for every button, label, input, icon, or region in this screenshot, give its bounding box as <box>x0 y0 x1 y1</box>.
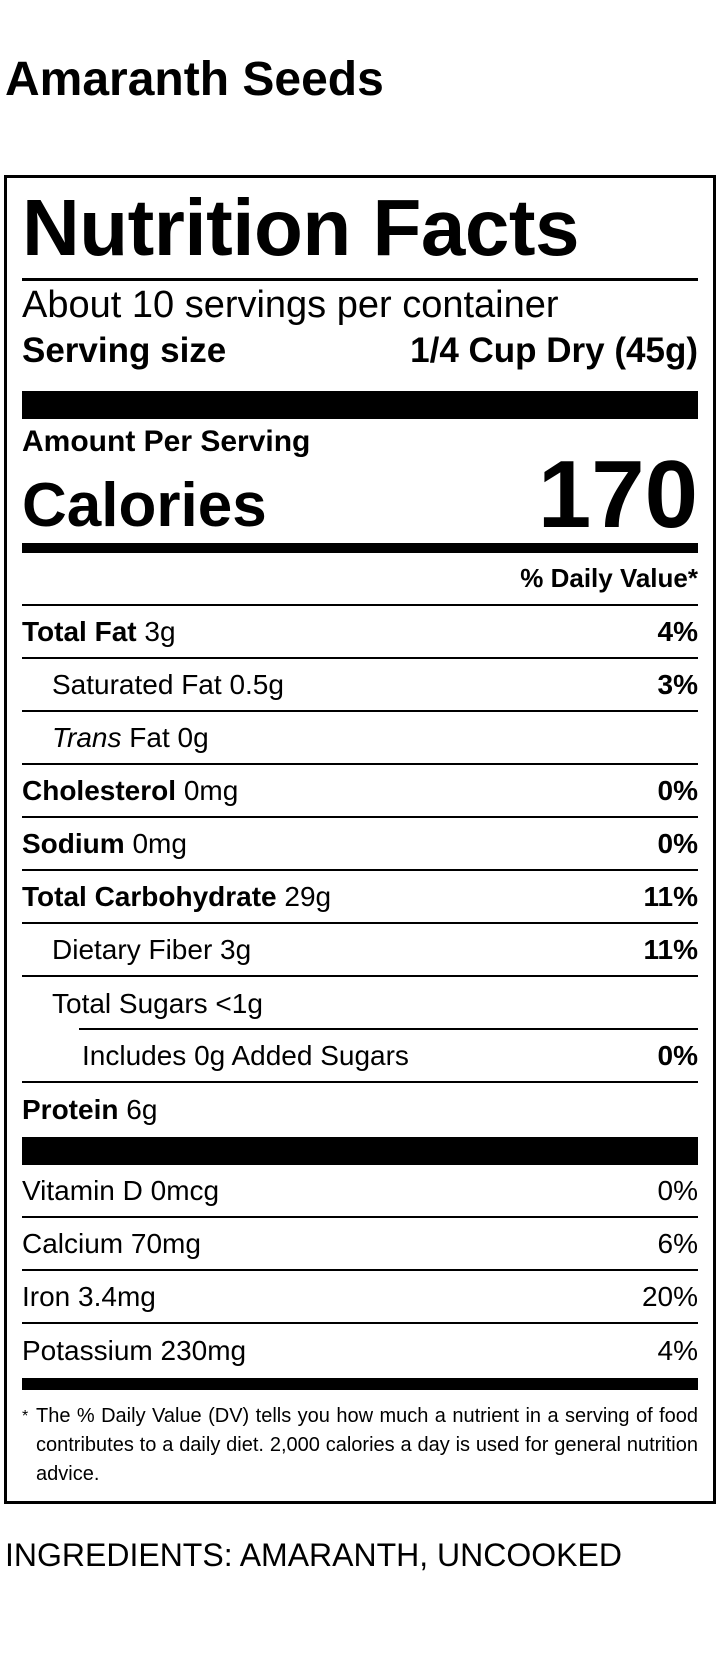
amount-per-serving: Amount Per Serving <box>22 425 311 458</box>
nutrient-amount: 3g <box>220 933 252 965</box>
nutrient-name: Dietary Fiber <box>52 933 213 965</box>
calories-row: Calories 170 <box>22 447 698 543</box>
nutrient-name: Protein <box>22 1094 119 1125</box>
nutrition-facts-heading: Nutrition Facts <box>22 178 698 281</box>
vitamin-row: Potassium 230mg 4% <box>22 1324 698 1378</box>
serving-size-value: 1/4 Cup Dry (45g) <box>410 331 698 370</box>
nutrient-amount: 0mg <box>132 827 187 859</box>
nutrient-amount: 0g <box>177 721 209 753</box>
vitamin-text: Vitamin D 0mcg <box>22 1174 220 1206</box>
nutrient-dv: 0% <box>657 1039 698 1071</box>
footnote-marker: * <box>22 1408 29 1425</box>
nutrient-row-total-fat: Total Fat 3g 4% <box>22 606 698 659</box>
vitamin-text: Iron 3.4mg <box>22 1280 156 1312</box>
nutrient-name-italic: Trans <box>52 721 122 753</box>
medium-divider <box>22 543 698 553</box>
vitamin-row: Iron 3.4mg 20% <box>22 1271 698 1324</box>
nutrient-dv: 4% <box>657 615 698 647</box>
nutrient-row-cholesterol: Cholesterol 0mg 0% <box>22 765 698 818</box>
vitamin-dv: 20% <box>641 1280 698 1312</box>
nutrient-name: Fat <box>129 721 170 753</box>
nutrient-dv: 0% <box>657 774 698 806</box>
nutrient-amount: <1g <box>215 987 263 1019</box>
vitamin-row: Calcium 70mg 6% <box>22 1218 698 1271</box>
nutrient-dv: 11% <box>643 933 699 965</box>
nutrient-amount: 3g <box>144 615 176 647</box>
nutrient-name: Saturated Fat <box>52 668 222 700</box>
nutrient-dv: 3% <box>657 668 698 700</box>
nutrient-name: Total Fat <box>22 615 137 647</box>
nutrient-amount: 0mg <box>183 774 239 806</box>
footnote-text: The % Daily Value (DV) tells you how muc… <box>36 1405 698 1485</box>
nutrient-row-saturated-fat: Saturated Fat 0.5g 3% <box>22 659 698 712</box>
nutrient-dv: 11% <box>643 880 699 912</box>
serving-size-label: Serving size <box>22 331 227 370</box>
nutrient-name: Cholesterol <box>22 774 177 806</box>
nutrient-name: Sodium <box>22 827 125 859</box>
nutrient-row-protein: Protein 6g <box>22 1083 698 1137</box>
thick-divider <box>22 391 698 419</box>
vitamin-dv: 0% <box>657 1174 698 1206</box>
daily-value-header: % Daily Value* <box>22 553 698 606</box>
vitamin-dv: 4% <box>657 1335 698 1366</box>
servings-per-container: About 10 servings per container <box>22 284 559 326</box>
nutrient-amount: 6g <box>126 1094 158 1125</box>
nutrient-row-dietary-fiber: Dietary Fiber 3g 11% <box>22 924 698 977</box>
nutrient-row-total-sugars: Total Sugars <1g <box>22 977 698 1030</box>
indented-divider <box>79 1028 698 1030</box>
nutrient-amount: 0.5g <box>229 668 284 700</box>
footnote: * The % Daily Value (DV) tells you how m… <box>22 1390 698 1502</box>
calories-value: 170 <box>537 441 698 548</box>
ingredients: INGREDIENTS: AMARANTH, UNCOOKED <box>5 1537 622 1573</box>
nutrient-row-total-carbohydrate: Total Carbohydrate 29g 11% <box>22 871 698 924</box>
vitamin-dv: 6% <box>657 1227 698 1259</box>
vitamin-text: Calcium 70mg <box>22 1227 201 1259</box>
nutrient-row-sodium: Sodium 0mg 0% <box>22 818 698 871</box>
nutrient-name: Includes 0g Added Sugars <box>82 1039 409 1071</box>
nutrition-facts-label: Nutrition Facts About 10 servings per co… <box>4 175 716 1504</box>
calories-label: Calories <box>22 471 267 540</box>
nutrient-name: Total Sugars <box>52 987 208 1019</box>
vitamin-text: Potassium 230mg <box>22 1335 247 1366</box>
medium-divider <box>22 1378 698 1390</box>
nutrient-row-added-sugars: Includes 0g Added Sugars 0% <box>22 1030 698 1083</box>
serving-size-row: Serving size 1/4 Cup Dry (45g) <box>22 326 698 391</box>
nutrient-row-trans-fat: Trans Fat 0g <box>22 712 698 765</box>
vitamin-row: Vitamin D 0mcg 0% <box>22 1165 698 1218</box>
nutrient-name: Total Carbohydrate <box>22 880 277 912</box>
product-title: Amaranth Seeds <box>5 53 384 106</box>
nutrient-dv: 0% <box>657 827 698 859</box>
nutrient-amount: 29g <box>284 880 332 912</box>
thick-divider <box>22 1137 698 1165</box>
